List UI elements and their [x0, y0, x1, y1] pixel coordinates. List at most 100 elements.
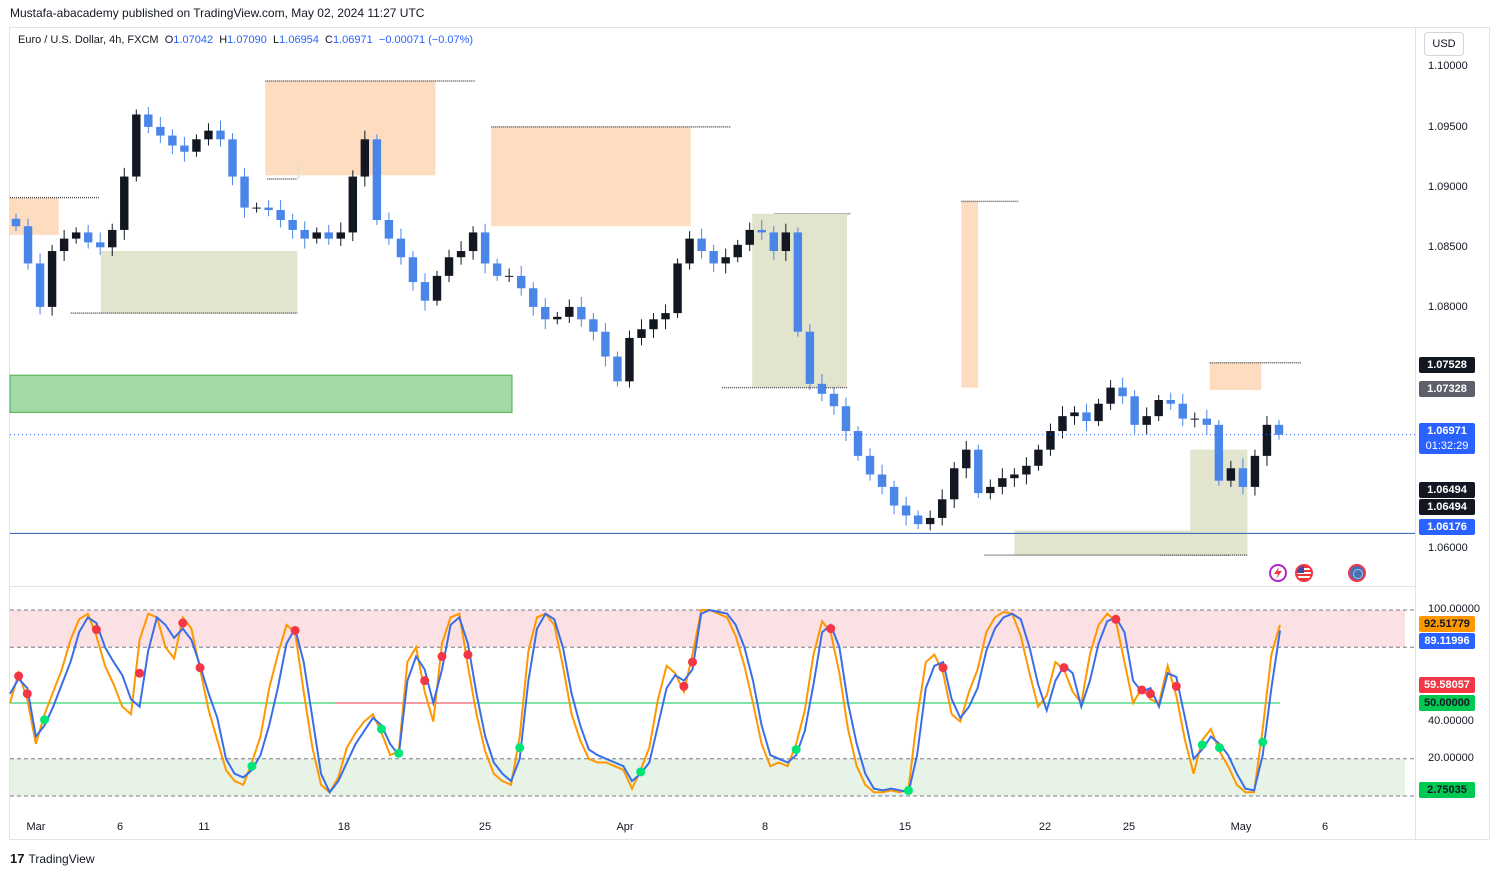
sell-cross-dot [14, 671, 24, 681]
publisher-caption: Mustafa-abacademy published on TradingVi… [10, 6, 425, 20]
candle-body [96, 242, 105, 248]
candle-body [925, 517, 935, 525]
time-tick: 22 [1038, 821, 1052, 833]
price-tag: 1.07528 [1419, 357, 1475, 373]
candle-body [132, 114, 141, 177]
candle-body [348, 176, 358, 233]
candle-body [769, 232, 779, 252]
buy-cross-dot [904, 785, 914, 795]
supply-zone [491, 126, 691, 227]
candle-body [661, 313, 670, 320]
high-label: H [219, 34, 228, 46]
candle-body [553, 316, 562, 320]
candle-body [950, 468, 959, 500]
candle-body [1082, 412, 1091, 422]
candle-body [841, 406, 851, 432]
osc-value-tag: 92.51779 [1419, 616, 1475, 632]
symbol-name[interactable]: Euro / U.S. Dollar, 4h, FXCM [18, 34, 159, 46]
candle-body [1106, 387, 1115, 404]
pane-divider[interactable] [10, 586, 1415, 587]
candle-body [276, 210, 285, 220]
price-tick: 1.10000 [1428, 60, 1468, 72]
supply-zone [265, 80, 436, 176]
osc-tick: 40.00000 [1428, 715, 1474, 727]
candle-body [1070, 412, 1079, 417]
tradingview-name: TradingView [28, 852, 95, 866]
sell-cross-dot [679, 681, 689, 691]
sell-cross-dot [1171, 681, 1181, 691]
osc-value-tag: 50.00000 [1419, 695, 1475, 711]
candle-body [288, 220, 297, 230]
candle-body [396, 238, 406, 258]
candle-body [937, 499, 947, 518]
candle-body [913, 515, 923, 525]
sell-cross-dot [178, 618, 188, 628]
bar-countdown-tag: 01:32:29 [1419, 438, 1475, 454]
us-flag-icon[interactable] [1295, 564, 1313, 582]
flash-icon[interactable] [1269, 564, 1287, 582]
demand-zone [1014, 530, 1231, 556]
currency-button[interactable]: USD [1424, 32, 1464, 56]
change-value: −0.00071 (−0.07%) [378, 34, 474, 46]
candle-body [1142, 416, 1151, 425]
time-tick: 18 [337, 821, 351, 833]
candle-body [372, 139, 382, 220]
price-tag: 1.06494 [1419, 499, 1475, 515]
buy-cross-dot [247, 761, 257, 771]
candle-body [817, 383, 827, 394]
candle-body [637, 329, 646, 338]
candle-body [1166, 400, 1175, 404]
candle-body [1154, 400, 1163, 417]
candle-body [974, 449, 983, 494]
candle-body [709, 251, 718, 264]
candle-body [529, 288, 538, 307]
candle-body [480, 232, 490, 264]
candle-body [420, 282, 430, 301]
price-tick: 1.09500 [1428, 121, 1468, 133]
candle-body [986, 486, 995, 494]
candle-body [432, 275, 442, 301]
symbol-legend[interactable]: Euro / U.S. Dollar, 4h, FXCM O1.07042 H1… [18, 34, 473, 46]
supply-zone [10, 197, 59, 235]
candle-body [601, 331, 610, 357]
high-value: 1.07090 [227, 34, 267, 46]
candle-body [1202, 418, 1212, 425]
buy-cross-dot [1258, 737, 1268, 747]
candle-body [228, 139, 237, 177]
candle-body [71, 232, 81, 239]
open-value: 1.07042 [173, 34, 214, 46]
buy-cross-dot [394, 748, 404, 758]
osc-tick: 20.00000 [1428, 752, 1474, 764]
candle-body [577, 306, 586, 320]
candle-body [1118, 387, 1127, 397]
price-tag: 1.07328 [1419, 381, 1475, 397]
sell-cross-dot [1137, 685, 1147, 695]
sell-cross-dot [437, 652, 447, 661]
candle-body [1274, 424, 1284, 435]
sell-cross-dot [420, 676, 430, 686]
candle-body [829, 393, 839, 407]
buy-cross-dot [515, 743, 525, 753]
candle-body [649, 319, 658, 330]
candle-body [901, 505, 911, 516]
candle-body [673, 263, 682, 314]
candle-body [865, 455, 875, 475]
time-tick: 11 [198, 821, 210, 833]
tradingview-logo[interactable]: 17 TradingView [10, 851, 95, 866]
buy-cross-dot [40, 715, 50, 725]
tradingview-mark: 17 [10, 851, 25, 866]
sell-cross-dot [22, 689, 32, 699]
sell-cross-dot [826, 624, 836, 634]
candle-body [312, 232, 321, 239]
candle-body [805, 331, 815, 384]
demand-zone [100, 251, 298, 314]
buy-cross-dot [636, 767, 646, 777]
candle-body [108, 229, 117, 248]
time-tick: 6 [1321, 821, 1329, 833]
sell-cross-dot [1111, 614, 1121, 624]
globe-icon[interactable] [1348, 564, 1366, 582]
candle-body [998, 478, 1007, 487]
candle-body [877, 474, 887, 487]
